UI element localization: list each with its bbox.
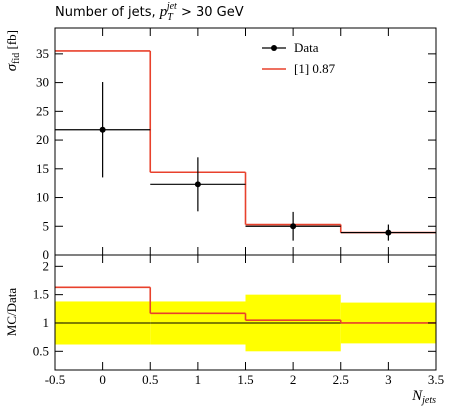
data-point [194,181,201,188]
y-tick-label: 1.5 [33,287,49,302]
legend-label: [1] 0.87 [294,61,336,76]
ratio-y-axis-label: MC/Data [4,288,19,337]
x-tick-label: -0.5 [45,372,66,387]
title-superscript: jet [165,1,177,12]
x-axis-label: Njets [411,388,436,406]
y-tick-label: 2 [43,258,50,273]
chart-title: Number of jets, pTjet > 30 GeV [55,1,244,23]
y-tick-label: 5 [43,218,50,233]
data-point [385,229,392,236]
ylabel-subscript: fid [11,53,22,64]
y-tick-label: 35 [36,46,49,61]
legend-label: Data [294,40,319,55]
plot-frame [54,254,437,371]
x-tick-label: 3 [385,372,392,387]
legend-marker [271,45,277,51]
y-tick-label: 30 [36,75,49,90]
xlabel-symbol: N [411,388,423,404]
title-subscript: T [167,12,174,23]
y-tick-label: 0.5 [33,343,49,358]
x-tick-label: 1 [195,372,202,387]
y-tick-label: 1 [43,315,50,330]
x-tick-label: 0.5 [142,372,158,387]
x-tick-label: 1.5 [237,372,253,387]
data-point [99,126,106,133]
xlabel-subscript: jets [420,395,436,406]
title-text: > 30 GeV [177,5,244,20]
y-tick-label: 20 [36,132,49,147]
x-tick-label: 0 [99,372,106,387]
y-tick-label: 0 [43,247,50,262]
x-tick-label: 2.5 [333,372,349,387]
ylabel-symbol: σ [4,63,20,71]
y-tick-label: 25 [36,103,49,118]
y-tick-label: 15 [36,161,49,176]
x-tick-label: 2 [290,372,297,387]
ylabel-unit: [fb] [4,30,19,53]
y-axis-label: σfid [fb] [4,30,22,71]
data-point [290,223,297,230]
y-tick-label: 10 [36,190,49,205]
title-symbol: p [159,4,168,20]
x-tick-label: 3.5 [428,372,444,387]
title-text: Number of jets, [55,5,160,20]
